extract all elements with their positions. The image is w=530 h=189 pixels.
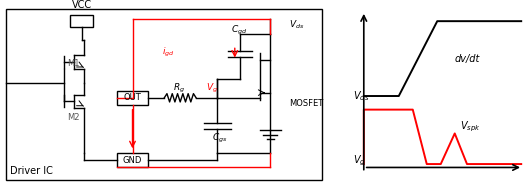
Text: GND: GND bbox=[123, 156, 142, 165]
Text: $V_g$: $V_g$ bbox=[206, 82, 218, 95]
Text: $V_{spk}$: $V_{spk}$ bbox=[460, 119, 481, 134]
Text: OUT: OUT bbox=[123, 93, 142, 102]
Text: dv/dt: dv/dt bbox=[455, 54, 480, 64]
Text: $V_{ds}$: $V_{ds}$ bbox=[354, 89, 370, 103]
Bar bbox=[117, 153, 148, 167]
Text: $R_g$: $R_g$ bbox=[173, 82, 185, 95]
Text: M2: M2 bbox=[67, 113, 80, 122]
Bar bbox=[6, 9, 322, 180]
Text: $V_{ds}$: $V_{ds}$ bbox=[289, 18, 304, 31]
Text: $C_{gs}$: $C_{gs}$ bbox=[212, 131, 227, 145]
Text: M1: M1 bbox=[67, 59, 80, 68]
Text: $i_{gd}$: $i_{gd}$ bbox=[162, 46, 175, 60]
Bar bbox=[70, 15, 93, 27]
Text: Driver IC: Driver IC bbox=[10, 166, 52, 176]
Text: VCC: VCC bbox=[72, 0, 92, 10]
Bar bbox=[117, 91, 148, 105]
Text: $C_{gd}$: $C_{gd}$ bbox=[231, 24, 247, 37]
Text: MOSFET: MOSFET bbox=[289, 99, 323, 108]
Text: $V_g$: $V_g$ bbox=[354, 153, 366, 168]
